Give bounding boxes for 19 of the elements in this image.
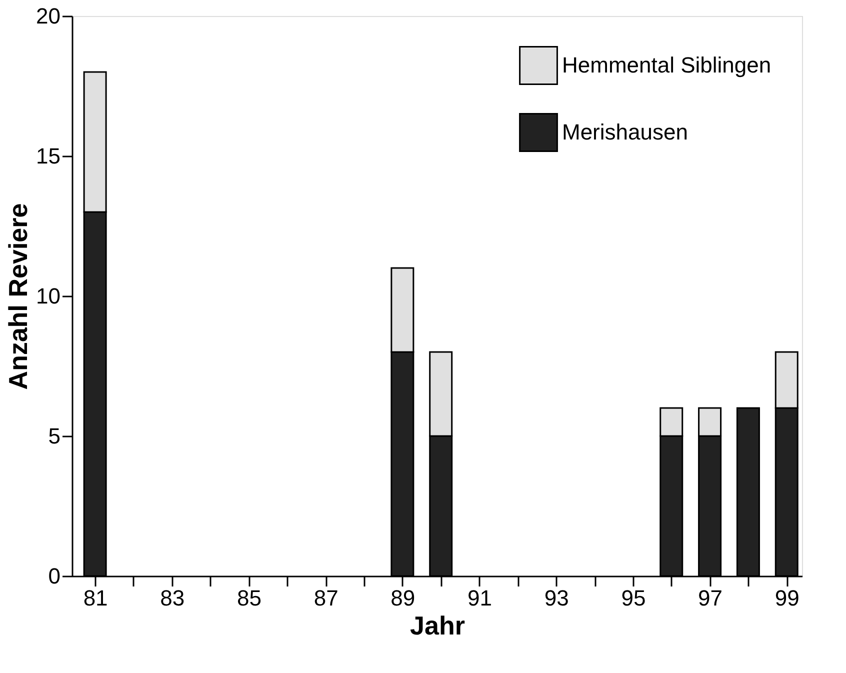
y-tick-label: 10	[36, 284, 60, 308]
legend-label: Hemmental Siblingen	[562, 52, 772, 78]
x-tick-label: 83	[160, 586, 185, 610]
y-tick-label: 0	[48, 564, 60, 588]
y-tick-label: 5	[48, 424, 60, 448]
y-axis-title: Anzahl Reviere	[3, 203, 34, 390]
x-tick-label: 85	[236, 586, 262, 610]
x-tick-label: 99	[774, 586, 800, 610]
x-tick-label: 87	[314, 586, 338, 610]
x-axis-title: Jahr	[410, 610, 465, 640]
x-tick-label: 93	[544, 586, 569, 610]
x-tick-label: 89	[390, 586, 416, 610]
x-tick-label: 97	[698, 586, 723, 610]
x-tick-label: 91	[468, 586, 492, 610]
y-tick-label: 20	[36, 4, 60, 28]
x-tick-label: 81	[83, 586, 108, 610]
legend-label: Merishausen	[562, 120, 688, 144]
x-tick-label: 95	[621, 586, 646, 610]
y-tick-label: 15	[36, 144, 60, 168]
